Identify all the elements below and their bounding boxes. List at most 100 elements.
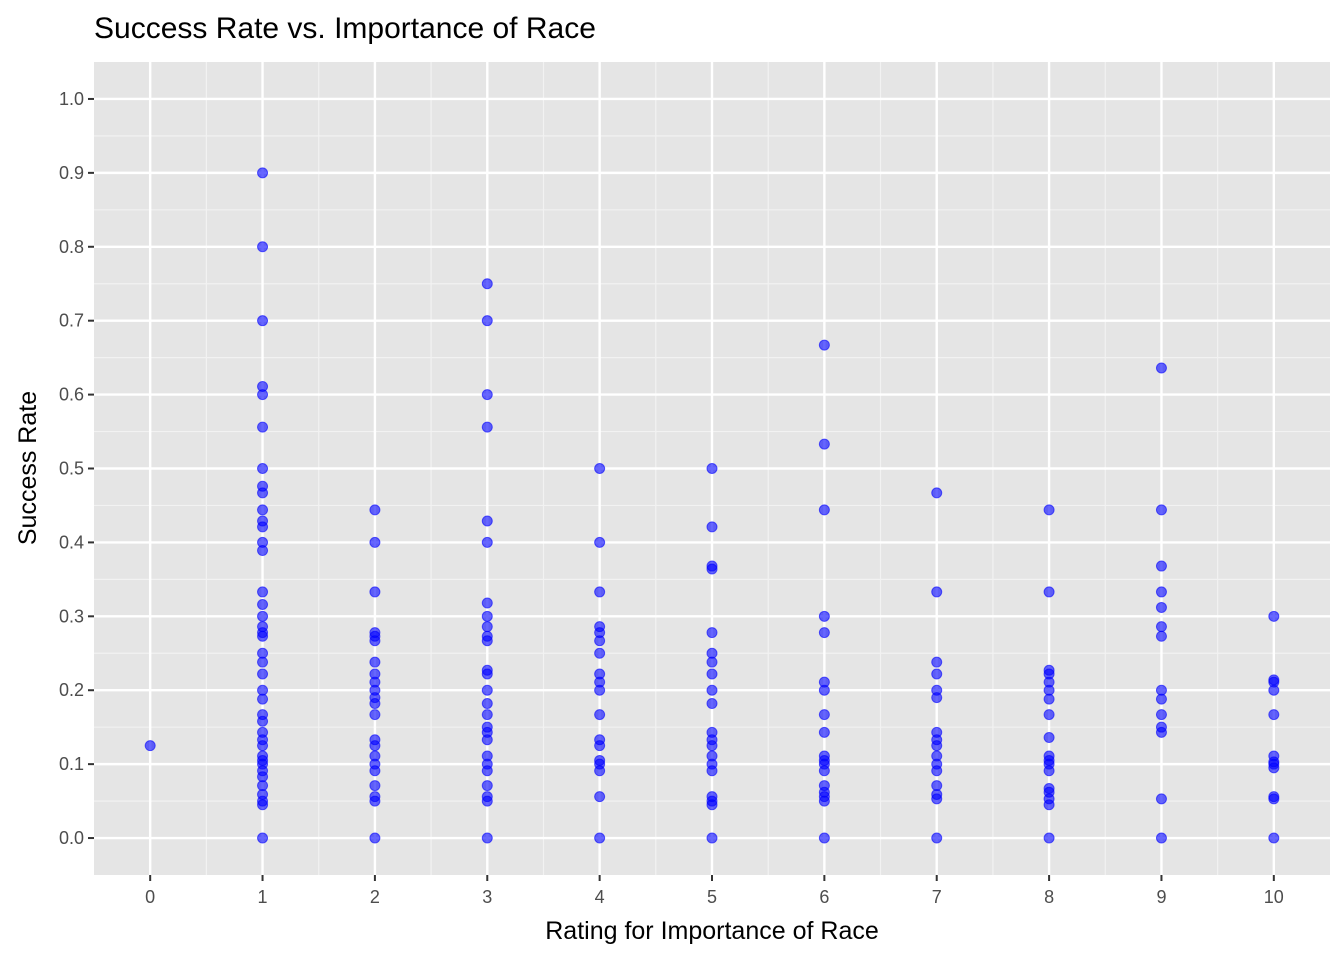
data-point [1043, 709, 1055, 721]
data-point [257, 832, 269, 844]
data-point [369, 740, 381, 752]
data-point [481, 709, 493, 721]
data-point [257, 421, 269, 433]
data-point [1043, 732, 1055, 744]
data-point [481, 389, 493, 401]
data-point [481, 515, 493, 527]
y-tick-label: 0.2 [59, 680, 84, 700]
data-point [481, 278, 493, 290]
data-point [481, 621, 493, 633]
x-tick-label: 4 [595, 887, 605, 907]
x-tick-label: 1 [258, 887, 268, 907]
data-point [1268, 832, 1280, 844]
data-point [706, 463, 718, 474]
data-point [818, 726, 830, 738]
data-point [931, 793, 943, 805]
data-point [481, 668, 493, 680]
data-point [257, 693, 269, 705]
data-point [257, 740, 269, 752]
data-point [818, 438, 830, 450]
data-point [931, 668, 943, 680]
data-point [1155, 586, 1167, 598]
data-point [481, 795, 493, 807]
data-point [257, 545, 269, 557]
data-point [369, 504, 381, 516]
data-point [257, 656, 269, 668]
data-point [257, 668, 269, 680]
y-tick-label: 0.6 [59, 385, 84, 405]
data-point [481, 734, 493, 746]
data-point [481, 635, 493, 647]
data-point [706, 832, 718, 844]
data-point [481, 765, 493, 777]
data-point [931, 765, 943, 777]
data-point [369, 635, 381, 647]
data-point [481, 421, 493, 433]
data-point [257, 630, 269, 642]
data-point [1155, 560, 1167, 572]
data-point [594, 463, 606, 474]
data-point [257, 715, 269, 727]
data-point [931, 832, 943, 844]
y-tick-label: 0.7 [59, 311, 84, 331]
data-point [1043, 504, 1055, 516]
data-point [818, 709, 830, 721]
data-point [1268, 684, 1280, 696]
data-point [481, 610, 493, 622]
data-point [818, 832, 830, 844]
y-axis: 0.0 0.1 0.2 0.3 0.4 0.5 0.6 0.7 0.8 0.9 1.0 [59, 89, 94, 848]
data-point [369, 765, 381, 777]
data-point [1043, 832, 1055, 844]
x-axis-title: Rating for Importance of Race [545, 917, 879, 945]
data-point [1268, 762, 1280, 774]
y-tick-label: 0.3 [59, 606, 84, 626]
data-point [1155, 726, 1167, 738]
x-tick-label: 3 [482, 887, 492, 907]
data-point [257, 610, 269, 622]
data-point [931, 487, 943, 499]
y-axis-title: Success Rate [14, 391, 42, 545]
data-point [594, 635, 606, 647]
data-point [1155, 630, 1167, 642]
data-point [1155, 362, 1167, 374]
data-points [144, 167, 1280, 844]
x-tick-label: 10 [1264, 887, 1284, 907]
data-point [706, 684, 718, 696]
data-point [481, 315, 493, 327]
data-point [1155, 693, 1167, 705]
data-point [369, 586, 381, 598]
data-point [818, 765, 830, 777]
data-point [257, 487, 269, 499]
chart-title: Success Rate vs. Importance of Race [94, 12, 596, 45]
data-point [818, 684, 830, 696]
data-point [1043, 765, 1055, 777]
data-point [706, 668, 718, 680]
data-point [144, 740, 156, 752]
data-point [257, 315, 269, 327]
data-point [1043, 799, 1055, 811]
data-point [257, 463, 269, 474]
x-tick-label: 0 [145, 887, 155, 907]
data-point [594, 647, 606, 659]
data-point [1043, 586, 1055, 598]
data-point [1043, 693, 1055, 705]
data-point [481, 780, 493, 792]
x-tick-label: 7 [932, 887, 942, 907]
data-point [1155, 793, 1167, 805]
data-point [706, 656, 718, 668]
data-point [706, 698, 718, 710]
y-tick-label: 0.1 [59, 754, 84, 774]
data-point [257, 167, 269, 179]
data-point [1268, 610, 1280, 622]
data-point [594, 791, 606, 803]
data-point [706, 563, 718, 575]
data-point [594, 684, 606, 696]
x-tick-label: 2 [370, 887, 380, 907]
data-point [1268, 709, 1280, 721]
data-point [818, 339, 830, 351]
data-point [818, 627, 830, 639]
data-point [369, 709, 381, 721]
data-point [931, 740, 943, 752]
data-point [818, 610, 830, 622]
